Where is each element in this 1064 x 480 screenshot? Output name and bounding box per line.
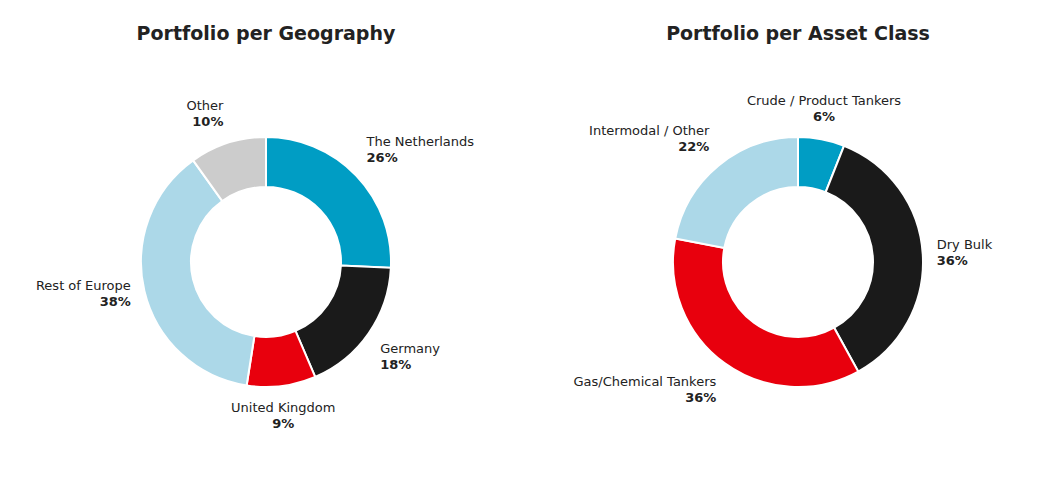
- donut-slice: [296, 265, 391, 376]
- chart-canvas: Portfolio per Geography The Netherlands26…: [0, 0, 1064, 480]
- slice-category: Other: [187, 98, 225, 113]
- slice-value: 36%: [685, 390, 716, 405]
- slice-label: Intermodal / Other22%: [589, 123, 710, 154]
- slice-value: 10%: [192, 114, 223, 129]
- slice-value: 18%: [380, 357, 411, 372]
- slice-label: United Kingdom9%: [231, 400, 335, 431]
- slice-category: United Kingdom: [231, 400, 335, 415]
- slice-label: Dry Bulk36%: [937, 237, 993, 268]
- slice-value: 38%: [100, 294, 131, 309]
- donut-slice: [193, 137, 266, 201]
- donut-slice: [675, 137, 798, 248]
- donut-slice: [141, 160, 254, 385]
- slice-value: 22%: [678, 139, 709, 154]
- slice-category: Gas/Chemical Tankers: [573, 374, 716, 389]
- slice-category: Dry Bulk: [937, 237, 993, 252]
- slice-label: Gas/Chemical Tankers36%: [573, 374, 716, 405]
- slice-label: Crude / Product Tankers6%: [747, 93, 901, 124]
- donut-panel: Portfolio per Asset Class Crude / Product…: [573, 22, 992, 405]
- slice-label: Other10%: [187, 98, 225, 129]
- chart-title: Portfolio per Geography: [137, 22, 396, 44]
- slice-category: Germany: [380, 341, 440, 356]
- chart-title: Portfolio per Asset Class: [666, 22, 930, 44]
- slice-category: Intermodal / Other: [589, 123, 710, 138]
- slice-label: Rest of Europe38%: [36, 278, 131, 309]
- page: Portfolio per Geography The Netherlands26…: [0, 0, 1064, 480]
- slice-value: 9%: [272, 416, 294, 431]
- donut-panel: Portfolio per Geography The Netherlands26…: [36, 22, 474, 431]
- slices: [141, 137, 391, 387]
- donut-slice: [247, 331, 316, 387]
- slice-category: The Netherlands: [366, 134, 475, 149]
- slice-category: Rest of Europe: [36, 278, 131, 293]
- slice-value: 36%: [937, 253, 968, 268]
- slice-value: 6%: [813, 109, 835, 124]
- slice-value: 26%: [367, 150, 398, 165]
- slice-category: Crude / Product Tankers: [747, 93, 901, 108]
- slice-label: The Netherlands26%: [366, 134, 475, 165]
- donut-slice: [673, 239, 858, 387]
- slices: [673, 137, 923, 387]
- slice-label: Germany18%: [380, 341, 440, 372]
